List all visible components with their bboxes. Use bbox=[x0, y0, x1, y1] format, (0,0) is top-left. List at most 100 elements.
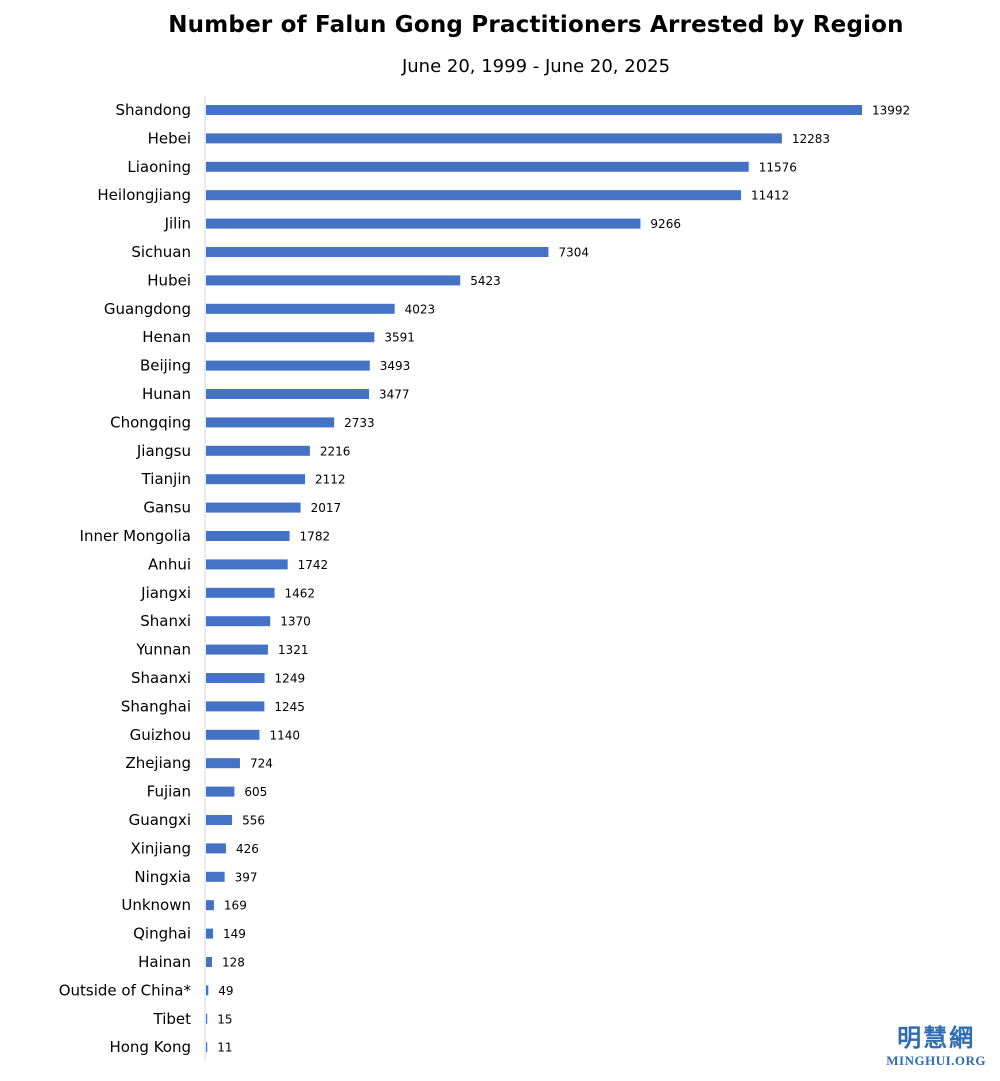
category-label: Xinjiang bbox=[130, 839, 191, 857]
bars-layer: Shandong 13992 Hebei 12283 Liaoning 11576 Heil… bbox=[59, 101, 910, 1056]
bar bbox=[206, 218, 641, 229]
data-label: 1249 bbox=[275, 672, 306, 686]
data-label: 1462 bbox=[285, 586, 316, 600]
category-label: Chongqing bbox=[110, 413, 191, 431]
bar bbox=[206, 559, 288, 570]
category-label: Yunnan bbox=[135, 641, 191, 659]
bar bbox=[206, 673, 265, 683]
category-label: Tibet bbox=[153, 1010, 192, 1028]
data-label: 2216 bbox=[320, 444, 351, 458]
bar bbox=[206, 531, 290, 541]
data-label: 11412 bbox=[751, 189, 789, 203]
bar bbox=[206, 957, 213, 967]
category-label: Shanghai bbox=[121, 697, 191, 715]
watermark-chinese: 明慧網 bbox=[897, 1023, 976, 1052]
category-label: Qinghai bbox=[133, 925, 191, 943]
category-label: Zhejiang bbox=[125, 754, 191, 772]
bar bbox=[206, 105, 862, 115]
data-label: 5423 bbox=[470, 274, 501, 288]
data-label: 49 bbox=[218, 984, 233, 998]
bar bbox=[206, 985, 209, 996]
bar bbox=[206, 133, 782, 144]
bar bbox=[206, 928, 213, 939]
bar bbox=[206, 900, 214, 911]
data-label: 13992 bbox=[872, 104, 910, 118]
category-label: Shaanxi bbox=[131, 669, 191, 687]
bar bbox=[206, 275, 461, 286]
data-label: 15 bbox=[217, 1012, 232, 1026]
minghui-watermark: 明慧網 MINGHUI.ORG bbox=[886, 1018, 986, 1069]
data-label: 1782 bbox=[300, 530, 331, 544]
data-label: 1245 bbox=[274, 700, 305, 714]
data-label: 11 bbox=[217, 1041, 232, 1055]
data-label: 605 bbox=[244, 785, 267, 799]
bar bbox=[206, 389, 370, 399]
category-label: Hainan bbox=[138, 953, 191, 971]
category-label: Hunan bbox=[142, 385, 191, 403]
bar bbox=[206, 1042, 208, 1053]
bar bbox=[206, 303, 395, 314]
bar bbox=[206, 786, 235, 797]
bar bbox=[206, 161, 749, 172]
category-label: Ningxia bbox=[134, 868, 191, 886]
category-label: Beijing bbox=[140, 357, 191, 375]
category-label: Shanxi bbox=[140, 612, 191, 630]
category-label: Fujian bbox=[147, 783, 191, 801]
category-label: Tianjin bbox=[141, 470, 191, 488]
data-label: 7304 bbox=[558, 246, 589, 260]
category-label: Hubei bbox=[147, 271, 191, 289]
category-label: Hebei bbox=[148, 129, 191, 147]
category-label: Guangdong bbox=[104, 300, 191, 318]
category-label: Unknown bbox=[121, 896, 191, 914]
data-label: 724 bbox=[250, 757, 273, 771]
bar bbox=[206, 843, 226, 854]
data-label: 11576 bbox=[759, 160, 797, 174]
data-label: 1742 bbox=[298, 558, 329, 572]
category-label: Heilongjiang bbox=[97, 186, 191, 204]
bar bbox=[206, 332, 375, 343]
data-label: 128 bbox=[222, 956, 245, 970]
data-label: 1370 bbox=[280, 615, 311, 629]
data-label: 1321 bbox=[278, 643, 309, 657]
category-label: Guangxi bbox=[129, 811, 191, 829]
data-label: 149 bbox=[223, 927, 246, 941]
category-label: Jilin bbox=[164, 215, 191, 233]
bar bbox=[206, 758, 240, 769]
category-label: Liaoning bbox=[127, 158, 191, 176]
data-label: 397 bbox=[235, 870, 258, 884]
bar bbox=[206, 616, 271, 627]
data-label: 3477 bbox=[379, 388, 410, 402]
bar bbox=[206, 247, 549, 257]
bar bbox=[206, 729, 260, 740]
bar bbox=[206, 502, 301, 513]
category-label: Henan bbox=[142, 328, 191, 346]
data-label: 556 bbox=[242, 814, 265, 828]
data-label: 169 bbox=[224, 899, 247, 913]
bar bbox=[206, 1013, 208, 1024]
bar bbox=[206, 871, 225, 882]
category-label: Inner Mongolia bbox=[80, 527, 191, 545]
category-label: Jiangsu bbox=[136, 442, 191, 460]
category-label: Shandong bbox=[116, 101, 191, 119]
data-label: 2017 bbox=[311, 501, 342, 515]
data-label: 3493 bbox=[380, 359, 411, 373]
data-label: 1140 bbox=[269, 728, 300, 742]
data-label: 2112 bbox=[315, 473, 346, 487]
bar bbox=[206, 815, 233, 825]
bar bbox=[206, 587, 275, 598]
chart-subtitle: June 20, 1999 - June 20, 2025 bbox=[401, 56, 671, 77]
bar bbox=[206, 644, 268, 655]
category-label: Gansu bbox=[143, 499, 191, 517]
watermark-english: MINGHUI.ORG bbox=[886, 1053, 986, 1068]
data-label: 9266 bbox=[650, 217, 681, 231]
bar bbox=[206, 417, 335, 428]
bar bbox=[206, 445, 310, 456]
bar bbox=[206, 474, 306, 485]
bar bbox=[206, 360, 370, 371]
category-label: Hong Kong bbox=[109, 1038, 191, 1056]
category-label: Anhui bbox=[148, 555, 191, 573]
data-label: 3591 bbox=[384, 331, 415, 345]
data-label: 2733 bbox=[344, 416, 375, 430]
chart-title: Number of Falun Gong Practitioners Arres… bbox=[168, 12, 904, 38]
